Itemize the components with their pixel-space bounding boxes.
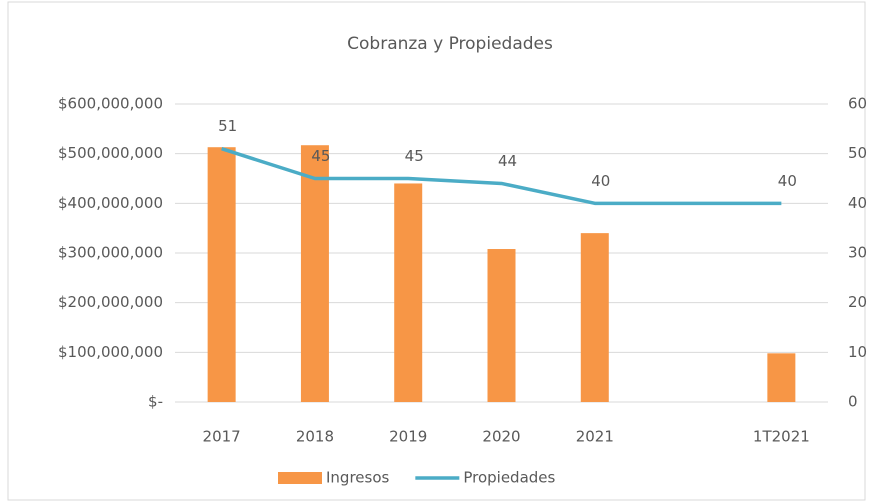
y-tick-label: $-	[148, 393, 163, 411]
bar	[487, 249, 516, 402]
data-label: 45	[405, 147, 424, 165]
bar	[207, 147, 236, 402]
bar	[580, 233, 609, 402]
y2-tick-label: 0	[848, 393, 858, 411]
y2-tick-label: 30	[848, 244, 867, 262]
data-label: 40	[591, 172, 610, 190]
bar	[767, 353, 796, 402]
y-tick-label: $600,000,000	[58, 95, 163, 113]
data-label: 40	[778, 172, 797, 190]
y-tick-label: $200,000,000	[58, 293, 163, 311]
y2-tick-label: 50	[848, 144, 867, 162]
legend-label: Ingresos	[326, 469, 390, 487]
data-label: 44	[498, 152, 517, 170]
bar	[394, 183, 423, 402]
x-tick-label: 2017	[203, 428, 241, 446]
x-tick-label: 2021	[576, 428, 614, 446]
y2-tick-label: 60	[848, 95, 867, 113]
y-tick-label: $500,000,000	[58, 144, 163, 162]
chart-frame	[7, 1, 866, 501]
y-tick-label: $300,000,000	[58, 244, 163, 262]
data-label: 51	[218, 117, 237, 135]
chart-title: Cobranza y Propiedades	[347, 34, 553, 54]
x-tick-label: 1T2021	[753, 428, 810, 446]
y2-tick-label: 10	[848, 343, 867, 361]
y2-tick-label: 40	[848, 194, 867, 212]
y-tick-label: $100,000,000	[58, 343, 163, 361]
bar	[300, 145, 329, 402]
y2-tick-label: 20	[848, 293, 867, 311]
x-tick-label: 2018	[296, 428, 334, 446]
x-tick-label: 2020	[482, 428, 520, 446]
legend-swatch	[278, 472, 322, 484]
data-label: 45	[311, 147, 330, 165]
x-tick-label: 2019	[389, 428, 427, 446]
line	[221, 147, 782, 206]
y-tick-label: $400,000,000	[58, 194, 163, 212]
legend-label: Propiedades	[463, 469, 555, 487]
